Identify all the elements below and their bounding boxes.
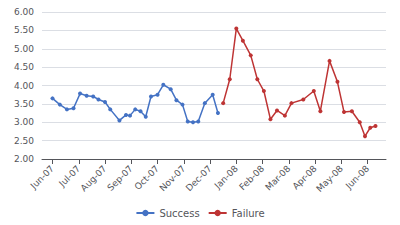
- svg-text:2.00: 2.00: [14, 154, 34, 164]
- svg-text:Nov-07: Nov-07: [158, 163, 188, 193]
- svg-text:5.50: 5.50: [14, 25, 34, 35]
- svg-text:Feb-08: Feb-08: [237, 163, 266, 192]
- svg-text:Jan-08: Jan-08: [212, 163, 240, 191]
- svg-text:5.00: 5.00: [14, 44, 34, 54]
- svg-text:Jul-07: Jul-07: [57, 163, 83, 189]
- svg-text:Failure: Failure: [232, 208, 265, 219]
- svg-text:Oct-07: Oct-07: [133, 163, 161, 191]
- svg-text:6.00: 6.00: [14, 7, 34, 17]
- svg-text:Jun-08: Jun-08: [343, 163, 371, 191]
- svg-text:Success: Success: [159, 208, 199, 219]
- svg-text:2.50: 2.50: [14, 136, 34, 146]
- svg-text:Apr-08: Apr-08: [290, 163, 319, 192]
- svg-text:Sep-07: Sep-07: [105, 163, 134, 192]
- svg-text:May-08: May-08: [314, 163, 345, 194]
- svg-text:Dec-07: Dec-07: [184, 163, 214, 193]
- svg-text:Mar-08: Mar-08: [263, 163, 292, 192]
- svg-text:3.00: 3.00: [14, 117, 34, 127]
- svg-text:Jun-07: Jun-07: [28, 163, 56, 191]
- svg-text:4.00: 4.00: [14, 81, 34, 91]
- svg-text:Aug-07: Aug-07: [79, 163, 109, 193]
- svg-text:3.50: 3.50: [14, 99, 34, 109]
- svg-text:4.50: 4.50: [14, 62, 34, 72]
